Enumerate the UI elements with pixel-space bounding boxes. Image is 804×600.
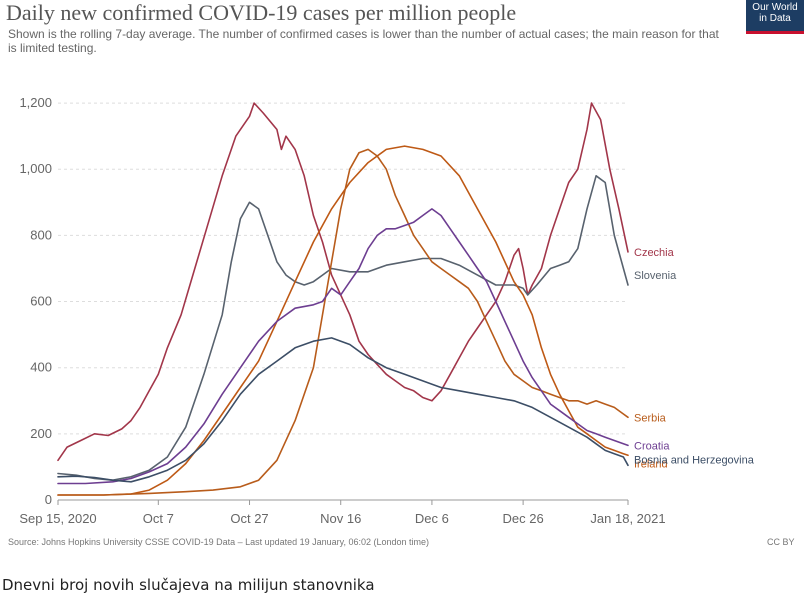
series-label-slovenia: Slovenia <box>634 270 677 282</box>
license-link[interactable]: CC BY <box>767 537 795 547</box>
series-line-bosnia-and-herzegovina[interactable] <box>57 337 629 483</box>
x-tick-label: Sep 15, 2020 <box>19 511 96 526</box>
x-tick-label: Jan 18, 2021 <box>590 511 665 526</box>
y-tick-label: 600 <box>30 294 52 309</box>
series-label-ireland: Ireland <box>634 458 668 470</box>
logo-line-1: Our World <box>752 2 798 13</box>
label-layer: 0 200 400 600 800 1,000 1,200 Sep 15, 2020 Oct 7… <box>19 95 754 526</box>
y-tick-label: 1,000 <box>19 161 52 176</box>
series-label-serbia: Serbia <box>634 412 667 424</box>
y-tick-label: 0 <box>45 492 52 507</box>
x-tick-label: Oct 27 <box>230 511 268 526</box>
series-label-croatia: Croatia <box>634 440 670 452</box>
series-label-bosnia-and-herzegovina: Bosnia and Herzegovina <box>634 454 755 466</box>
series-line-serbia[interactable] <box>57 148 629 496</box>
series-line-ireland[interactable] <box>57 145 629 496</box>
logo-line-2: in Data <box>759 13 791 24</box>
y-tick-label: 400 <box>30 360 52 375</box>
x-tick-label: Dec 26 <box>503 511 544 526</box>
series-layer <box>57 102 629 496</box>
y-tick-label: 800 <box>30 227 52 242</box>
chart-title: Daily new confirmed COVID-19 cases per m… <box>6 0 517 25</box>
x-tick-label: Oct 7 <box>143 511 174 526</box>
series-label-czechia: Czechia <box>634 247 675 259</box>
line-chart: 0 200 400 600 800 1,000 1,200 Sep 15, 2020 Oct 7… <box>19 95 754 526</box>
y-tick-label: 200 <box>30 426 52 441</box>
series-line-czechia[interactable] <box>57 102 629 462</box>
chart-subtitle: Shown is the rolling 7-day average. The … <box>8 27 719 55</box>
grid-layer <box>57 102 629 505</box>
x-tick-label: Dec 6 <box>415 511 449 526</box>
source-note: Source: Johns Hopkins University CSSE CO… <box>8 537 430 547</box>
series-line-croatia[interactable] <box>57 208 629 485</box>
owid-logo[interactable]: Our World in Data <box>746 0 804 34</box>
y-tick-label: 1,200 <box>19 95 52 110</box>
logo-accent-bar <box>746 31 804 34</box>
x-tick-label: Nov 16 <box>320 511 361 526</box>
series-line-slovenia[interactable] <box>57 175 629 481</box>
figure-caption: Dnevni broj novih slučajeva na milijun s… <box>2 576 375 594</box>
